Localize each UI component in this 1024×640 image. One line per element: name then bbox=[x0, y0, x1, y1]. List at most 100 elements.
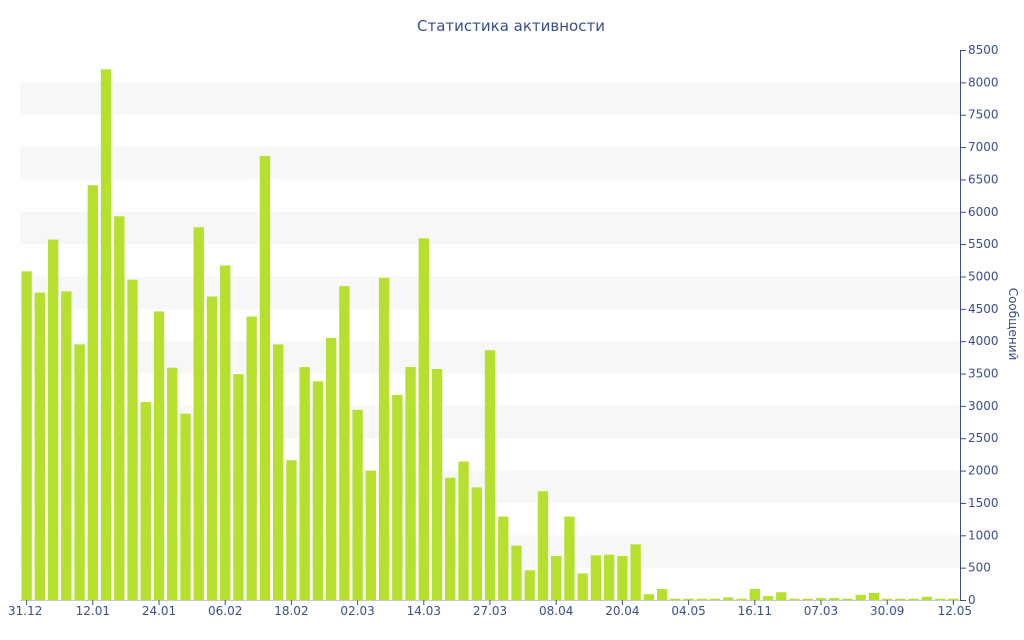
bar bbox=[749, 589, 760, 600]
bar bbox=[259, 156, 271, 600]
bar bbox=[855, 594, 866, 600]
x-tick-label: 14.03 bbox=[407, 604, 441, 618]
bar bbox=[498, 516, 509, 600]
x-tick-label: 31.12 bbox=[8, 604, 42, 618]
bar bbox=[656, 589, 668, 600]
bar bbox=[392, 394, 403, 600]
bar bbox=[709, 598, 721, 600]
bars bbox=[21, 69, 959, 601]
bar bbox=[273, 344, 284, 600]
x-tick-label: 18.02 bbox=[274, 604, 308, 618]
x-axis-ticks: 31.12 12.01 24.01 06.02 18.02 02.03 14.03 27.03… bbox=[8, 600, 972, 618]
bar bbox=[551, 556, 562, 600]
bar bbox=[882, 598, 893, 600]
bar bbox=[445, 477, 456, 600]
bar bbox=[484, 350, 496, 600]
bar bbox=[114, 216, 125, 601]
bar bbox=[299, 367, 310, 600]
y-tick-label: 5000 bbox=[968, 269, 999, 283]
bar bbox=[339, 286, 350, 600]
bar bbox=[167, 367, 178, 600]
bar bbox=[74, 344, 85, 600]
y-tick-label: 500 bbox=[968, 561, 991, 575]
bar bbox=[723, 597, 734, 600]
bar bbox=[776, 592, 787, 600]
grid-band bbox=[20, 211, 960, 245]
bar bbox=[140, 402, 151, 600]
x-tick-label: 06.02 bbox=[208, 604, 242, 618]
bar bbox=[829, 598, 840, 600]
bar bbox=[511, 545, 522, 600]
x-tick-label: 02.03 bbox=[340, 604, 374, 618]
y-tick-label: 8000 bbox=[968, 75, 999, 89]
grid-bands bbox=[20, 82, 960, 568]
bar bbox=[34, 292, 46, 600]
bar bbox=[153, 311, 165, 600]
bar bbox=[921, 596, 933, 600]
bar bbox=[683, 598, 694, 600]
bar bbox=[312, 381, 324, 600]
bar bbox=[670, 598, 681, 600]
bar bbox=[233, 374, 244, 600]
bar bbox=[325, 337, 337, 600]
bar bbox=[87, 185, 98, 601]
bar bbox=[564, 516, 575, 600]
y-tick-label: 2000 bbox=[968, 464, 999, 478]
bar bbox=[590, 555, 602, 600]
x-tick-label: 27.03 bbox=[473, 604, 507, 618]
grid-band bbox=[20, 147, 960, 180]
grid-band bbox=[20, 82, 960, 115]
y-tick-label: 2500 bbox=[968, 431, 999, 445]
y-tick-label: 4500 bbox=[968, 302, 999, 316]
bar bbox=[815, 598, 827, 600]
bar bbox=[127, 279, 138, 600]
x-tick-label: 07.03 bbox=[804, 604, 838, 618]
bar bbox=[895, 598, 906, 600]
y-tick-label: 6500 bbox=[968, 172, 999, 186]
bar bbox=[100, 69, 112, 600]
bar bbox=[220, 265, 231, 600]
bar bbox=[908, 598, 919, 600]
bar bbox=[458, 461, 469, 600]
bar bbox=[21, 271, 32, 600]
bar bbox=[603, 554, 615, 600]
x-tick-label: 12.05 bbox=[938, 604, 972, 618]
x-tick-label: 04.05 bbox=[671, 604, 705, 618]
bar bbox=[842, 598, 853, 600]
bar bbox=[948, 598, 959, 600]
y-axis-ticks: 0 500 1000 1500 2000 2500 3000 3500 4000 4500 5000… bbox=[960, 43, 999, 607]
bar bbox=[802, 598, 813, 600]
bar bbox=[193, 227, 204, 601]
y-tick-label: 5500 bbox=[968, 237, 999, 251]
x-tick-label: 20.04 bbox=[605, 604, 639, 618]
y-tick-label: 8500 bbox=[968, 43, 999, 57]
bar bbox=[206, 296, 218, 600]
bar bbox=[537, 491, 549, 600]
bar bbox=[617, 556, 628, 600]
bar bbox=[405, 367, 416, 600]
bar bbox=[630, 544, 641, 600]
chart-title: Статистика активности bbox=[417, 17, 605, 35]
bar bbox=[378, 277, 390, 600]
x-tick-label: 30.09 bbox=[870, 604, 904, 618]
bar bbox=[352, 409, 363, 600]
y-tick-label: 6000 bbox=[968, 205, 999, 219]
x-tick-label: 16.11 bbox=[738, 604, 772, 618]
y-tick-label: 7000 bbox=[968, 140, 999, 154]
y-tick-label: 3000 bbox=[968, 399, 999, 413]
bar bbox=[471, 487, 482, 600]
bar bbox=[246, 316, 257, 600]
bar bbox=[365, 470, 377, 600]
bar bbox=[431, 369, 443, 600]
bar bbox=[180, 413, 191, 600]
y-tick-label: 3500 bbox=[968, 367, 999, 381]
x-tick-label: 12.01 bbox=[76, 604, 110, 618]
bar bbox=[736, 598, 747, 600]
bar bbox=[696, 598, 707, 600]
y-tick-label: 7500 bbox=[968, 108, 999, 122]
y-tick-label: 0 bbox=[968, 593, 976, 607]
bar bbox=[643, 594, 655, 600]
grid-band bbox=[20, 276, 960, 309]
bar bbox=[61, 291, 72, 600]
